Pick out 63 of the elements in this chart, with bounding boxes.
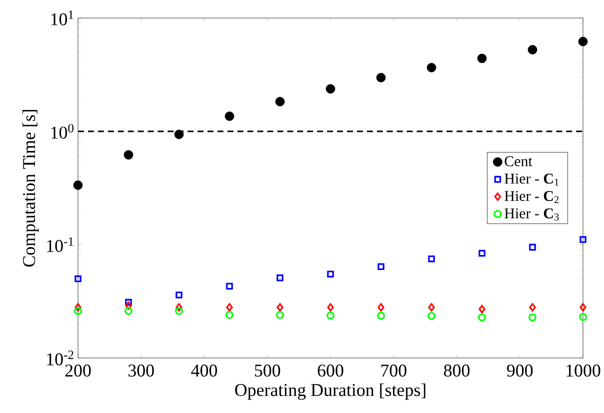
legend-label: Cent — [504, 156, 532, 166]
point — [327, 270, 334, 278]
point — [326, 84, 336, 94]
point — [276, 303, 284, 312]
point — [73, 180, 83, 190]
legend-label: Hier - C$_{3}$ — [504, 208, 559, 221]
point — [276, 310, 284, 319]
point — [174, 130, 184, 140]
point — [326, 312, 334, 320]
x-tick-label: 700 — [381, 364, 406, 377]
legend-label: Hier - C$_{2}$ — [504, 190, 559, 204]
point — [176, 292, 182, 298]
point — [478, 304, 486, 314]
x-tick-label: 900 — [507, 364, 533, 377]
point — [477, 54, 487, 64]
point — [224, 112, 234, 121]
point — [378, 303, 384, 312]
point — [377, 312, 385, 320]
point — [428, 303, 435, 312]
point — [275, 96, 285, 106]
x-tick-label: 600 — [318, 364, 344, 377]
point — [376, 72, 386, 82]
point — [528, 45, 538, 54]
point — [478, 313, 486, 322]
point — [428, 312, 436, 320]
x-tick-label: 300 — [128, 364, 154, 377]
y-tick-label: 10$^{0}$ — [51, 124, 74, 139]
point — [580, 303, 586, 312]
point — [226, 310, 234, 319]
point — [175, 306, 183, 315]
x-tick-label: 400 — [191, 364, 218, 377]
point — [426, 62, 436, 72]
point — [125, 298, 132, 306]
y-axis-title: Computation Time [s] — [22, 110, 39, 267]
point — [528, 313, 536, 322]
point — [74, 303, 82, 312]
point — [74, 275, 82, 282]
y-tick-label: 10$^{-1}$ — [47, 237, 74, 252]
point — [478, 250, 486, 257]
point — [125, 301, 132, 310]
point — [74, 306, 82, 315]
point — [428, 255, 435, 262]
point — [529, 303, 536, 312]
point — [327, 303, 334, 312]
x-tick-label: 800 — [444, 364, 470, 377]
point — [529, 244, 536, 251]
legend-label: Hier - C$_{1}$ — [504, 174, 559, 186]
point — [226, 282, 233, 290]
x-tick-label: 500 — [254, 364, 280, 377]
point — [226, 303, 233, 312]
x-tick-label: 200 — [65, 364, 91, 377]
x-tick-label: 1000 — [566, 364, 600, 377]
point — [124, 150, 134, 160]
point — [579, 313, 587, 321]
point — [578, 36, 588, 46]
x-axis-title: Operating Duration [steps] — [235, 383, 426, 400]
point — [124, 306, 132, 315]
y-tick-label: 10$^{-2}$ — [47, 350, 74, 366]
point — [580, 236, 586, 243]
point — [276, 274, 284, 282]
point — [176, 303, 182, 312]
y-tick-label: 10$^{1}$ — [51, 10, 74, 26]
point — [378, 263, 384, 270]
